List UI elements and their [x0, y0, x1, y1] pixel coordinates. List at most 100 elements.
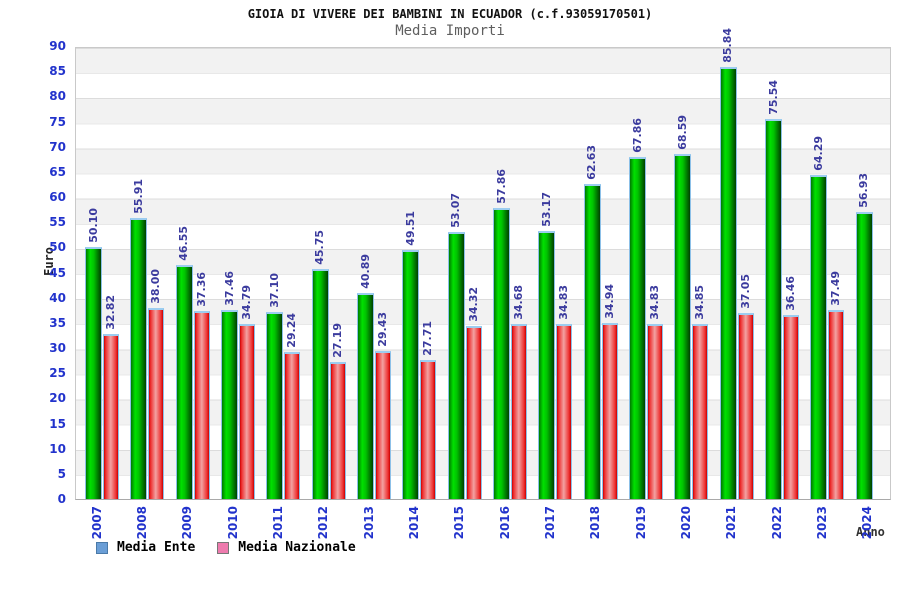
- bar-media-nazionale-2020: [692, 324, 708, 499]
- y-tick-label: 5: [57, 466, 66, 481]
- bar-media-nazionale-2007: [103, 334, 119, 499]
- bar-value-label: 56.93: [857, 173, 870, 208]
- bar-media-nazionale-2016: [511, 324, 527, 499]
- bar-media-ente-2013: [357, 293, 374, 499]
- bar-value-label: 64.29: [812, 136, 825, 171]
- bar-value-label: 55.91: [132, 179, 145, 214]
- bar-media-ente-2017: [538, 231, 555, 499]
- x-tick-label: 2012: [316, 506, 330, 540]
- legend-swatch-media-nazionale-icon: [217, 541, 230, 554]
- bar-value-label: 37.05: [739, 274, 752, 309]
- bar-media-nazionale-2018: [602, 323, 618, 499]
- legend-label-media-ente: Media Ente: [117, 540, 196, 555]
- y-tick-label: 40: [49, 290, 66, 305]
- bar-value-label: 34.83: [648, 285, 661, 320]
- x-tick-label: 2011: [271, 506, 285, 540]
- bar-media-nazionale-2013: [375, 351, 391, 499]
- bar-value-label: 34.32: [467, 287, 480, 322]
- bar-media-nazionale-2010: [239, 324, 255, 499]
- y-tick-label: 80: [49, 89, 66, 104]
- bar-media-ente-2007: [85, 247, 102, 499]
- bar-media-ente-2016: [493, 208, 510, 499]
- plot-area: 50.10 32.82 55.91 38.00 46.55 37.36 37.46 34.79…: [75, 28, 891, 500]
- x-tick-label: 2018: [588, 506, 602, 540]
- bar-value-label: 27.71: [421, 321, 434, 356]
- bar-value-label: 34.79: [240, 285, 253, 320]
- y-tick-label: 10: [49, 441, 66, 456]
- bar-media-nazionale-2015: [466, 326, 482, 499]
- x-tick-label: 2010: [226, 506, 240, 540]
- x-tick-label: 2013: [362, 506, 376, 540]
- bar-value-label: 37.10: [268, 273, 281, 308]
- x-axis-title: Anno: [856, 525, 885, 539]
- bar-media-nazionale-2019: [647, 324, 663, 499]
- bar-value-label: 34.68: [512, 285, 525, 320]
- legend: Media Ente Media Nazionale: [96, 540, 378, 555]
- bar-value-label: 38.00: [149, 269, 162, 304]
- bar-media-ente-2015: [448, 232, 465, 499]
- bar-media-ente-2024: [856, 212, 873, 499]
- y-tick-label: 25: [49, 366, 66, 381]
- chart-subtitle: Media Importi: [395, 23, 505, 39]
- x-tick-label: 2019: [634, 506, 648, 540]
- y-tick-label: 45: [49, 265, 66, 280]
- bar-media-nazionale-2017: [556, 324, 572, 499]
- bar-value-label: 85.84: [721, 28, 734, 63]
- bar-media-ente-2012: [312, 269, 329, 499]
- y-tick-label: 55: [49, 215, 66, 230]
- bar-value-label: 37.36: [195, 272, 208, 307]
- bar-media-ente-2014: [402, 250, 419, 499]
- bar-media-nazionale-2021: [738, 313, 754, 499]
- bar-value-label: 53.07: [449, 193, 462, 228]
- bar-value-label: 34.83: [557, 285, 570, 320]
- bar-media-nazionale-2014: [420, 360, 436, 499]
- x-tick-label: 2007: [90, 506, 104, 540]
- bar-value-label: 34.94: [603, 284, 616, 319]
- bar-value-label: 53.17: [540, 192, 553, 227]
- bar-value-label: 68.59: [676, 115, 689, 150]
- x-tick-label: 2016: [498, 506, 512, 540]
- bar-media-ente-2008: [130, 218, 147, 499]
- x-tick-label: 2020: [679, 506, 693, 540]
- x-tick-label: 2008: [135, 506, 149, 540]
- y-tick-label: 35: [49, 315, 66, 330]
- x-tick-label: 2024: [860, 506, 874, 540]
- y-tick-label: 65: [49, 164, 66, 179]
- bar-media-nazionale-2011: [284, 352, 300, 499]
- bar-value-label: 32.82: [104, 295, 117, 330]
- bar-value-label: 57.86: [495, 169, 508, 204]
- y-tick-label: 60: [49, 190, 66, 204]
- bar-media-ente-2023: [810, 175, 827, 499]
- bar-media-nazionale-2009: [194, 311, 210, 499]
- x-tick-label: 2017: [543, 506, 557, 540]
- bar-value-label: 27.19: [331, 323, 344, 358]
- y-tick-label: 70: [49, 139, 66, 154]
- bar-media-ente-2010: [221, 310, 238, 499]
- bar-value-label: 49.51: [404, 211, 417, 246]
- x-tick-label: 2009: [180, 506, 194, 540]
- legend-label-media-nazionale: Media Nazionale: [238, 540, 356, 555]
- bar-value-label: 29.24: [285, 313, 298, 348]
- x-tick-label: 2021: [724, 506, 738, 540]
- x-tick-label: 2014: [407, 506, 421, 540]
- bar-media-ente-2021: [720, 67, 737, 499]
- y-tick-label: 50: [49, 240, 66, 255]
- bar-media-ente-2018: [584, 184, 601, 499]
- bar-media-ente-2020: [674, 154, 691, 499]
- x-tick-label: 2015: [452, 506, 466, 540]
- bar-value-label: 46.55: [177, 226, 190, 261]
- bar-value-label: 62.63: [585, 145, 598, 180]
- bar-value-label: 40.89: [359, 254, 372, 289]
- y-tick-label: 20: [49, 391, 66, 406]
- legend-swatch-media-ente-icon: [96, 541, 108, 554]
- y-tick-label: 15: [49, 416, 66, 431]
- y-tick-label: 0: [57, 492, 66, 506]
- x-tick-label: 2023: [815, 506, 829, 540]
- bar-media-nazionale-2022: [783, 315, 799, 499]
- bar-media-nazionale-2008: [148, 308, 164, 499]
- bar-value-label: 45.75: [313, 230, 326, 265]
- bar-value-label: 37.46: [223, 271, 236, 306]
- chart-title: GIOIA DI VIVERE DEI BAMBINI IN ECUADOR (…: [247, 7, 653, 21]
- bar-value-label: 75.54: [767, 80, 780, 115]
